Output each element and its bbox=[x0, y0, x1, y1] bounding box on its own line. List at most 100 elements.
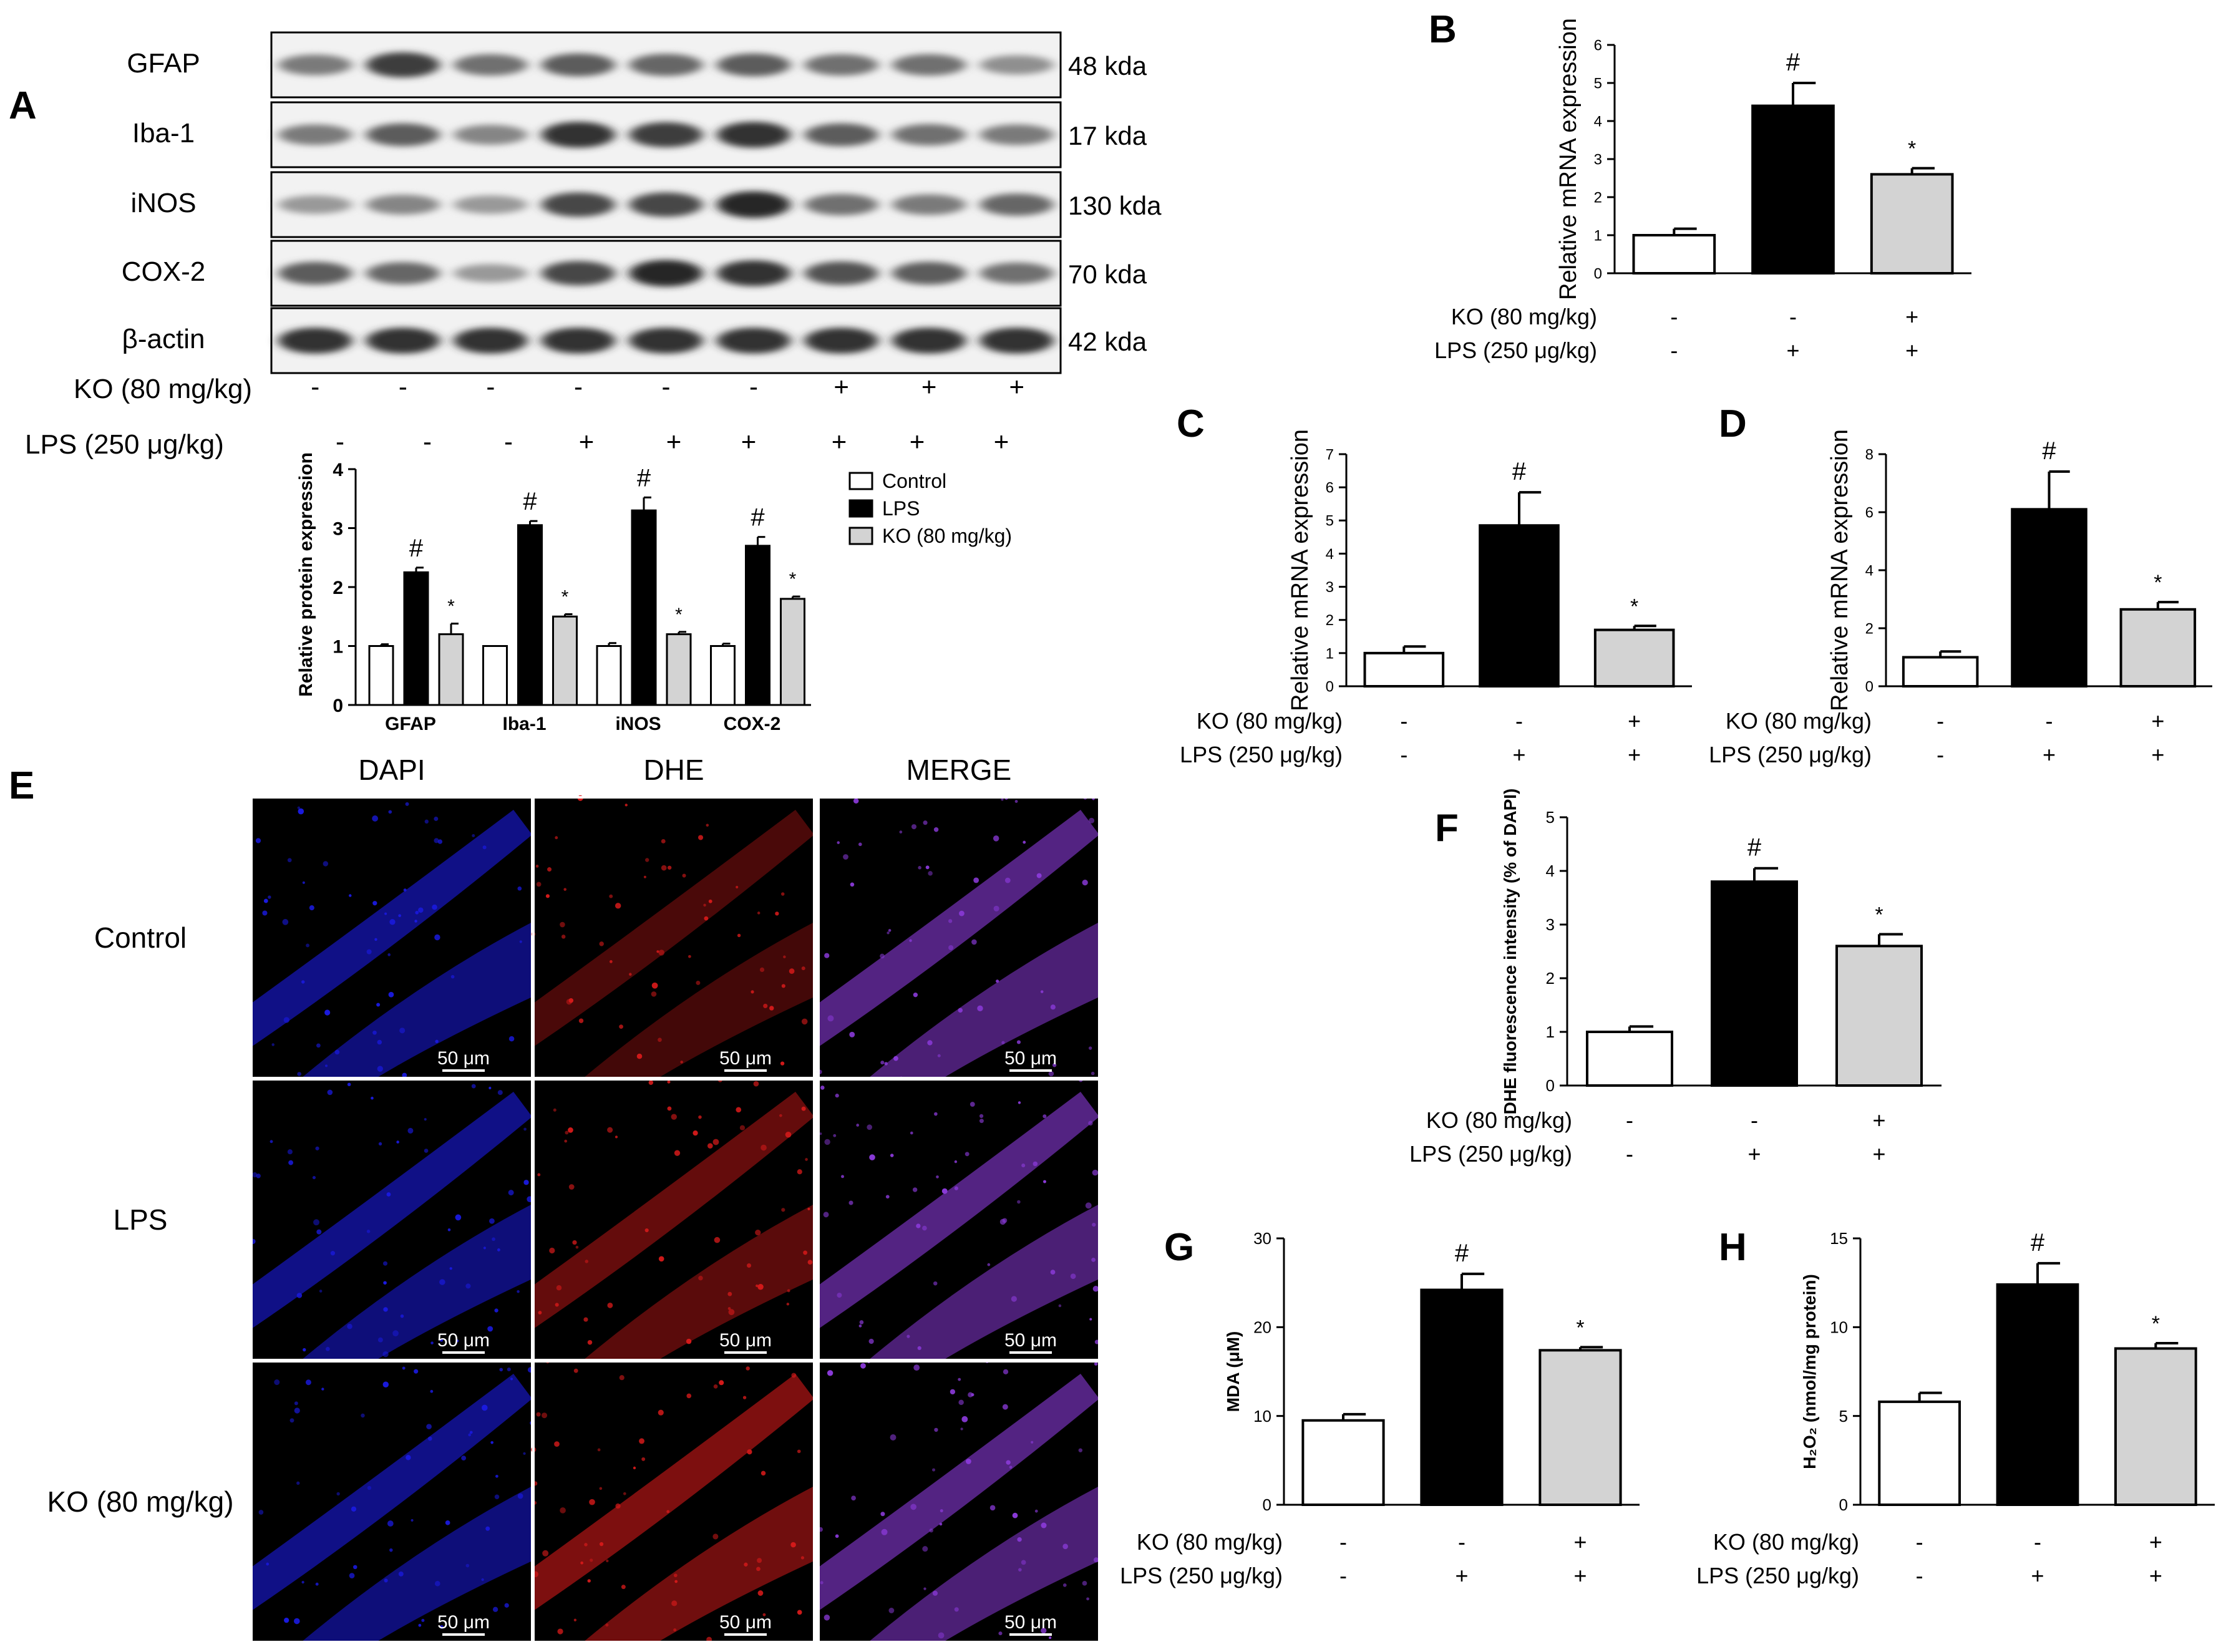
blot-lps-sign: - bbox=[336, 427, 344, 456]
nucleus-speck bbox=[973, 877, 979, 883]
nucleus-speck bbox=[837, 841, 840, 844]
nucleus-speck bbox=[1043, 1180, 1046, 1183]
bar bbox=[1878, 1400, 1961, 1506]
nucleus-speck bbox=[456, 1339, 459, 1343]
x-tick-label: GFAP bbox=[385, 714, 436, 734]
nucleus-speck bbox=[499, 1368, 503, 1372]
blot-ko-label: KO (80 mg/kg) bbox=[74, 374, 252, 404]
nucleus-speck bbox=[786, 1303, 790, 1306]
nucleus-speck bbox=[492, 1237, 495, 1241]
nucleus-speck bbox=[270, 1140, 273, 1144]
ko-row-label: KO (80 mg/kg) bbox=[1426, 1107, 1572, 1133]
nucleus-speck bbox=[712, 1139, 719, 1145]
bar bbox=[1711, 880, 1798, 1087]
nucleus-speck bbox=[837, 1293, 842, 1298]
chart-a-protein-expression: 0 1 2 3 4 # * GFAP # * Iba-1 # * iNOS # * COX-2 Relative … bbox=[296, 452, 1012, 734]
blot-band bbox=[717, 191, 791, 218]
nucleus-speck bbox=[937, 1054, 941, 1057]
nucleus-speck bbox=[607, 1302, 613, 1308]
y-tick-label: 1 bbox=[1546, 1023, 1555, 1041]
significance-mark: * bbox=[2152, 1312, 2160, 1336]
nucleus-speck bbox=[432, 904, 437, 910]
cell-layer-band bbox=[583, 1486, 814, 1642]
nucleus-speck bbox=[367, 1485, 372, 1490]
bar bbox=[438, 633, 464, 706]
nucleus-speck bbox=[557, 1628, 563, 1635]
nucleus-speck bbox=[880, 1061, 885, 1065]
nucleus-speck bbox=[305, 1379, 311, 1386]
lps-row-label: LPS (250 μg/kg) bbox=[1180, 742, 1343, 767]
legend-label: KO (80 mg/kg) bbox=[882, 525, 1012, 547]
nucleus-speck bbox=[922, 1546, 928, 1552]
nucleus-speck bbox=[1070, 1273, 1076, 1280]
nucleus-speck bbox=[756, 1567, 761, 1572]
nucleus-speck bbox=[284, 1618, 289, 1623]
nucleus-speck bbox=[954, 1186, 958, 1190]
nucleus-speck bbox=[585, 1260, 589, 1263]
nucleus-speck bbox=[858, 842, 862, 847]
nucleus-speck bbox=[434, 816, 439, 821]
blot-band bbox=[804, 261, 878, 285]
y-tick-label: 4 bbox=[333, 460, 343, 480]
nucleus-speck bbox=[440, 1338, 444, 1342]
nucleus-speck bbox=[936, 1175, 939, 1178]
nucleus-speck bbox=[587, 1339, 593, 1345]
nucleus-speck bbox=[835, 1094, 839, 1098]
y-axis-label: MDA (μM) bbox=[1223, 1331, 1243, 1412]
nucleus-speck bbox=[708, 899, 712, 903]
scale-bar-label: 50 μm bbox=[1004, 1048, 1057, 1069]
significance-mark: # bbox=[1747, 834, 1762, 862]
nucleus-speck bbox=[296, 1293, 303, 1298]
significance-mark: # bbox=[409, 535, 424, 562]
nucleus-speck bbox=[987, 1263, 991, 1266]
nucleus-speck bbox=[389, 919, 396, 925]
nucleus-speck bbox=[560, 921, 565, 928]
nucleus-speck bbox=[714, 1237, 721, 1243]
nucleus-speck bbox=[698, 1115, 702, 1119]
nucleus-speck bbox=[418, 1623, 422, 1627]
nucleus-speck bbox=[787, 1289, 790, 1293]
y-tick-label: 7 bbox=[1326, 446, 1334, 463]
lps-sign: + bbox=[2151, 742, 2164, 767]
bar bbox=[2011, 508, 2087, 688]
legend-swatch bbox=[848, 499, 873, 518]
y-tick-label: 3 bbox=[1594, 151, 1602, 168]
significance-mark: * bbox=[1908, 137, 1916, 161]
blot-band bbox=[717, 328, 791, 354]
blot-band bbox=[366, 52, 440, 78]
nucleus-speck bbox=[258, 1510, 264, 1515]
nucleus-speck bbox=[434, 934, 440, 941]
nucleus-speck bbox=[508, 1190, 514, 1196]
bar bbox=[1996, 1283, 2079, 1507]
ko-sign: - bbox=[1670, 304, 1678, 329]
nucleus-speck bbox=[1089, 1318, 1092, 1321]
significance-mark: # bbox=[523, 488, 537, 515]
nucleus-speck bbox=[940, 1509, 943, 1513]
lps-sign: + bbox=[1628, 742, 1641, 767]
lps-sign: + bbox=[2149, 1563, 2162, 1588]
nucleus-speck bbox=[996, 979, 999, 983]
nucleus-speck bbox=[933, 827, 939, 832]
nucleus-speck bbox=[437, 839, 443, 844]
nucleus-speck bbox=[1049, 1636, 1052, 1640]
bar bbox=[1902, 656, 1979, 688]
nucleus-speck bbox=[494, 1494, 500, 1500]
nucleus-speck bbox=[252, 1172, 258, 1178]
nucleus-speck bbox=[396, 1140, 399, 1144]
nucleus-speck bbox=[833, 1134, 837, 1137]
blot-band bbox=[278, 54, 352, 75]
panel-letter-a: A bbox=[9, 84, 37, 127]
cell-layer-band bbox=[819, 810, 1099, 1047]
blot-band bbox=[278, 124, 352, 145]
ko-row-label: KO (80 mg/kg) bbox=[1726, 708, 1872, 734]
nucleus-speck bbox=[888, 929, 892, 932]
nucleus-speck bbox=[615, 1503, 621, 1509]
nucleus-speck bbox=[372, 815, 379, 822]
nucleus-speck bbox=[860, 1363, 866, 1369]
nucleus-speck bbox=[769, 1006, 774, 1011]
y-tick-label: 30 bbox=[1253, 1229, 1271, 1248]
nucleus-speck bbox=[961, 1416, 968, 1422]
nucleus-speck bbox=[274, 1379, 280, 1386]
nucleus-speck bbox=[1088, 1120, 1093, 1126]
y-tick-label: 10 bbox=[1830, 1318, 1848, 1336]
